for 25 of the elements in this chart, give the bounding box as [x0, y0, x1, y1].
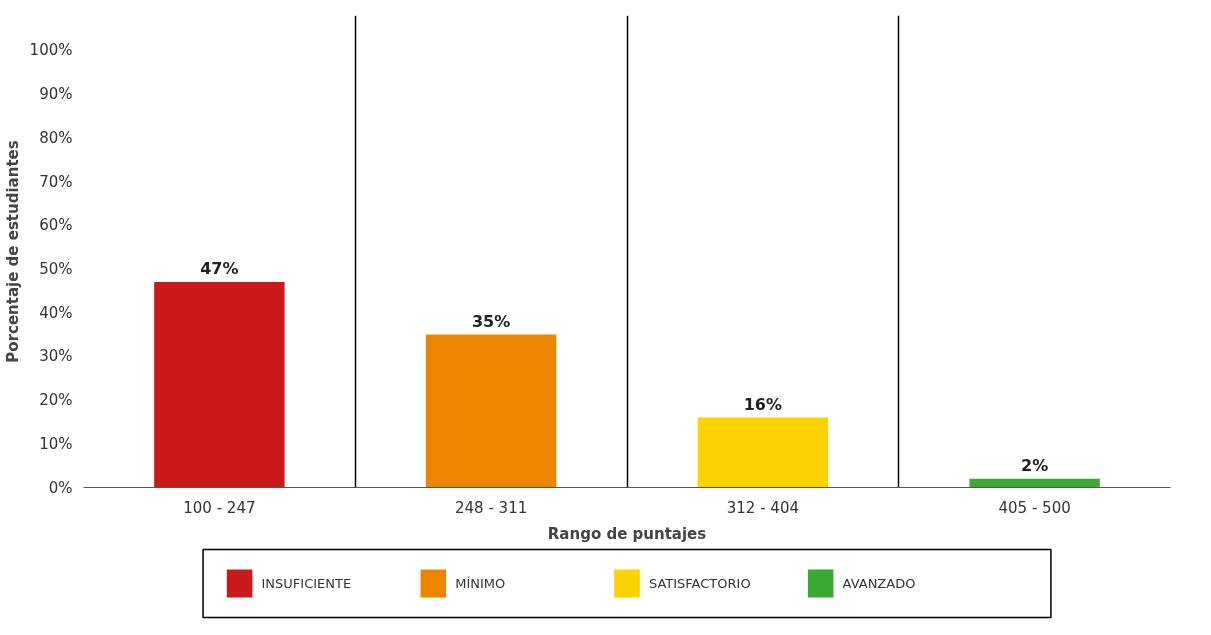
y-tick-label: 10% [39, 434, 73, 453]
y-tick-label: 50% [39, 259, 73, 278]
x-tick-label: 248 - 311 [455, 498, 528, 517]
legend-label: AVANZADO [842, 576, 916, 591]
x-tick-label: 100 - 247 [183, 498, 256, 517]
data-label: 2% [1021, 455, 1049, 475]
y-axis-title: Porcentaje de estudiantes [3, 140, 22, 363]
legend-label: INSUFICIENTE [261, 576, 352, 591]
y-tick-label: 90% [39, 85, 73, 104]
y-tick-label: 40% [39, 303, 73, 322]
y-tick-label: 0% [48, 478, 73, 497]
y-tick-label: 100% [29, 41, 73, 60]
x-tick-label: 405 - 500 [998, 498, 1071, 517]
y-tick-label: 30% [39, 347, 73, 366]
x-axis-title: Rango de puntajes [547, 524, 707, 543]
x-tick-label: 312 - 404 [726, 498, 799, 517]
y-tick-label: 20% [39, 391, 73, 410]
data-label: 35% [471, 311, 511, 331]
y-tick-label: 80% [39, 128, 73, 147]
y-tick-label: 70% [39, 172, 73, 191]
data-label: 16% [743, 394, 783, 414]
legend-label: SATISFACTORIO [648, 576, 751, 591]
y-tick-label: 60% [39, 216, 73, 235]
data-label: 47% [200, 259, 239, 279]
legend-label: MÍNIMO [455, 576, 506, 591]
